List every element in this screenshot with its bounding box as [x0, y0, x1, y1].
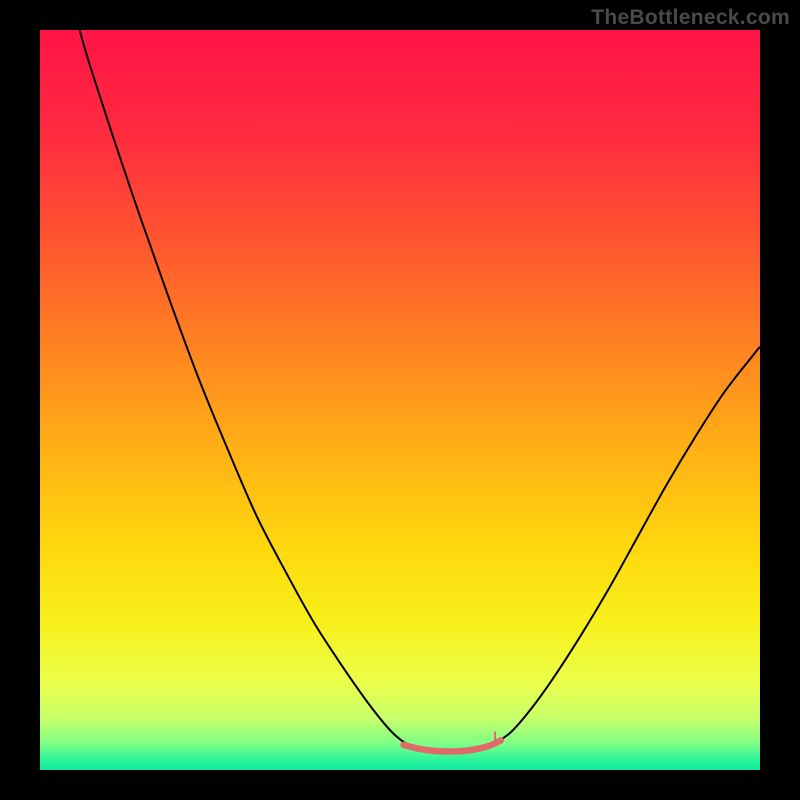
bottleneck-curve-chart	[0, 0, 800, 800]
watermark-text: TheBottleneck.com	[591, 6, 790, 30]
chart-frame: TheBottleneck.com	[0, 0, 800, 800]
